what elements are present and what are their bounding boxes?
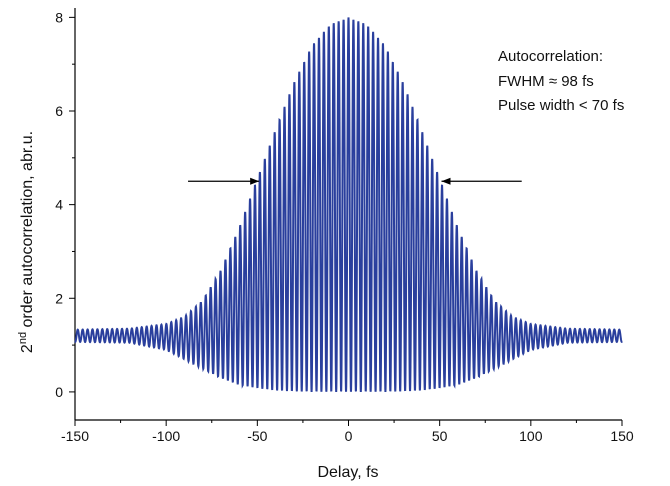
annotation-line-2: FWHM ≈ 98 fs	[498, 73, 594, 90]
autocorrelation-trace	[74, 17, 623, 392]
y-tick-label: 0	[55, 384, 63, 400]
x-tick-label: 100	[519, 428, 543, 444]
y-tick-label: 6	[55, 103, 63, 119]
y-axis-title-prefix: 2	[19, 344, 36, 353]
y-axis-title: 2nd order autocorrelation, abr.u.	[17, 131, 36, 353]
y-tick-label: 2	[55, 290, 63, 306]
annotation-line-1: Autocorrelation:	[498, 48, 603, 65]
x-tick-label: -100	[152, 428, 180, 444]
fwhm-arrow-head	[441, 177, 451, 185]
x-tick-label: 50	[432, 428, 448, 444]
x-axis-title: Delay, fs	[317, 464, 378, 481]
y-axis-title-rest: order autocorrelation, abr.u.	[19, 131, 36, 332]
y-tick-label: 4	[55, 197, 63, 213]
x-tick-label: -50	[247, 428, 267, 444]
annotation-line-3: Pulse width < 70 fs	[498, 97, 624, 114]
x-tick-label: -150	[61, 428, 89, 444]
x-tick-label: 0	[345, 428, 353, 444]
x-tick-label: 150	[610, 428, 634, 444]
tick-labels: -150 -100 -50 0 50 100 150 0 2 4 6 8	[55, 9, 634, 444]
fwhm-arrows	[188, 177, 522, 185]
y-tick-label: 8	[55, 9, 63, 25]
fwhm-arrow-head	[250, 177, 260, 185]
y-axis-title-superscript: nd	[17, 332, 29, 344]
